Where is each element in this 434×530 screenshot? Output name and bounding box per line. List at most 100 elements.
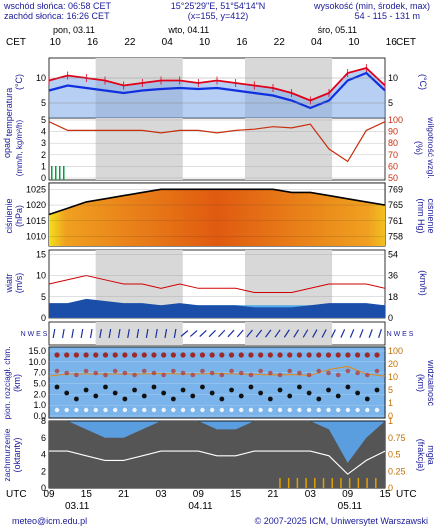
hour-top-label: 22	[124, 37, 136, 48]
wind-arrow	[80, 328, 84, 339]
hour-top-label: 10	[50, 37, 62, 48]
vis-tick-right: 20	[388, 359, 398, 369]
wind-area	[49, 298, 385, 318]
wind-tick-right: 0	[388, 313, 393, 323]
precip-unit-right: (%)	[414, 141, 424, 155]
hour-bottom-label: 15	[230, 489, 242, 500]
pressure-panel: 1025 1020 1015 1010 769 765 761 758	[26, 182, 403, 247]
cloud-top-dot	[316, 352, 322, 358]
cloud-tick-right: 1	[388, 416, 393, 426]
cloud-base-dot	[132, 387, 137, 393]
fog-dot	[268, 407, 273, 413]
hours-bottom: 09 15 21 03 09 15 21 03 09 15	[43, 489, 391, 500]
fog-dot	[258, 407, 263, 413]
fog-dot	[287, 407, 292, 413]
cloud-base-dot	[151, 384, 157, 390]
cloud-base-dot	[83, 387, 89, 393]
cloud-base-dot	[161, 390, 167, 396]
precip-tick-left: 2	[41, 150, 46, 160]
cloud-base-dot	[297, 384, 302, 390]
fog-bar	[331, 478, 333, 488]
cloud-panel: 8 1 6 0.75 4 0.5 2 0.25 0 0	[41, 416, 406, 493]
dew-line	[48, 71, 386, 110]
press-unit-right: (mm Hg)	[416, 199, 426, 234]
wind-arrow	[274, 329, 281, 338]
fog-dot	[239, 407, 244, 413]
wind-arrow	[199, 329, 207, 338]
cloud-base-dot	[364, 396, 370, 402]
cloud-base-dot	[190, 393, 196, 399]
fog-dot	[306, 407, 312, 413]
wind-arrow	[99, 328, 102, 339]
cloud-base-dot	[238, 393, 244, 399]
fog-dot	[103, 407, 108, 413]
hour-bottom-label: 03	[155, 489, 167, 500]
vis-tick-right: 0	[388, 411, 393, 421]
cloud-top-dot	[54, 352, 60, 358]
cloud-base-dot	[326, 387, 331, 393]
fog-bar	[375, 478, 377, 488]
left-labels: temperatura (°C) opad (mm/h, kg/m²/h) ci…	[2, 74, 24, 482]
temperature-panel: 10 10 5 5	[36, 64, 398, 118]
cloud-top-dot	[83, 352, 89, 358]
wind-panel: 15 54 10 36 5 18 0 0	[36, 249, 398, 323]
cloud-tick-left: 8	[41, 416, 46, 426]
hour-bottom-label: 21	[267, 489, 279, 500]
fog-dot	[355, 407, 360, 413]
wind-arrow	[255, 329, 263, 338]
fog-bar	[348, 478, 351, 488]
wind-arrow	[71, 328, 75, 339]
day-top-label: wto, 04.11	[167, 25, 209, 35]
hour-bottom-label: 09	[342, 489, 354, 500]
wind-arrow	[208, 329, 216, 338]
cloud-mid-dot	[122, 370, 128, 376]
night-shade-precip-0	[95, 118, 183, 180]
press-area	[49, 189, 385, 246]
vis-tick-left: 10.0	[28, 357, 46, 367]
cloud-mid-dot	[258, 368, 263, 374]
cloud-base-dot	[355, 390, 361, 396]
cloud-top-dot	[306, 352, 312, 358]
cloud-top-dot	[190, 352, 196, 358]
wind-arrow	[164, 328, 168, 339]
wind-arrow	[349, 329, 355, 338]
cloud-base-dot	[122, 396, 128, 402]
day-bottom-label: 03.11	[65, 501, 90, 512]
night-shade-dir-0	[95, 322, 183, 345]
cloud-base-dot	[73, 396, 79, 402]
cloud-base-dot	[277, 387, 283, 393]
sunrise-text: wschód słońca: 06:58 CET	[3, 1, 112, 11]
cloud-mid-dot	[326, 370, 331, 376]
wind-label-left: wiatr	[4, 273, 14, 293]
cloud-base-dot	[258, 390, 264, 396]
humidity-line	[48, 121, 386, 163]
cloud-base-dot	[219, 396, 225, 402]
fog-dot	[74, 407, 79, 413]
wind-tick-right: 54	[388, 249, 398, 259]
wind-arrow	[283, 329, 290, 338]
cloud-base-dot	[248, 384, 254, 390]
precip-tick-left: 5	[41, 115, 46, 125]
right-labels: (°C) wilgotność wzgl. (%) ciśnienie (mm …	[414, 74, 434, 471]
vis-tick-left: 2.0	[33, 389, 46, 399]
fog-bar	[305, 478, 307, 488]
cloud-mid-dot	[287, 368, 293, 374]
cloud-base-dot	[141, 393, 147, 399]
vis-tick-right: 10	[388, 372, 398, 382]
fog-bar	[287, 478, 290, 488]
fog-dot	[93, 407, 98, 413]
footer-email[interactable]: meteo@icm.edu.pl	[12, 516, 87, 526]
cloud-tick-left: 0	[41, 483, 46, 493]
cloud-top-dot	[248, 352, 254, 358]
cloud-mid-dot	[355, 370, 360, 376]
wind-arrow	[127, 328, 130, 339]
hour-top-label: 04	[162, 37, 174, 48]
tz-top-left: CET	[6, 37, 26, 48]
precip-tick-right: 50	[388, 173, 398, 183]
hour-bottom-label: 09	[43, 489, 55, 500]
cloud-unit-right: (frakcja)	[416, 439, 426, 472]
footer-copyright: © 2007-2025 ICM, Uniwersytet Warszawski	[255, 516, 428, 526]
cloud-base-dot	[267, 396, 273, 402]
temp-tick-left: 5	[41, 98, 46, 108]
